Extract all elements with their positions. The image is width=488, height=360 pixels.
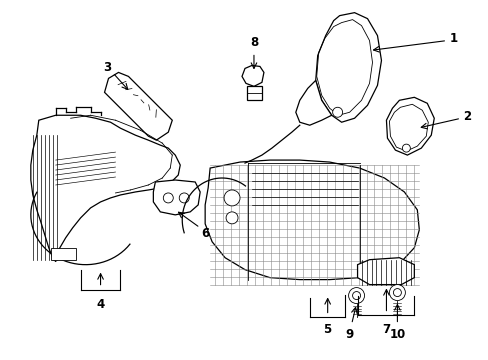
Polygon shape bbox=[295, 80, 331, 125]
Circle shape bbox=[225, 212, 238, 224]
Polygon shape bbox=[246, 86, 262, 100]
Polygon shape bbox=[31, 115, 180, 262]
Polygon shape bbox=[104, 72, 172, 140]
Text: 3: 3 bbox=[103, 61, 111, 74]
Circle shape bbox=[179, 193, 189, 203]
Circle shape bbox=[163, 193, 173, 203]
Polygon shape bbox=[153, 180, 200, 215]
Text: 1: 1 bbox=[449, 32, 457, 45]
Text: 7: 7 bbox=[382, 323, 390, 336]
Circle shape bbox=[224, 190, 240, 206]
Polygon shape bbox=[386, 97, 433, 155]
Text: 2: 2 bbox=[462, 110, 470, 123]
Polygon shape bbox=[242, 66, 264, 86]
Polygon shape bbox=[315, 13, 381, 122]
Text: 5: 5 bbox=[323, 323, 331, 336]
Circle shape bbox=[402, 144, 409, 152]
Polygon shape bbox=[357, 258, 413, 285]
Text: 10: 10 bbox=[388, 328, 405, 341]
Text: 9: 9 bbox=[345, 328, 353, 341]
Text: 8: 8 bbox=[249, 36, 258, 49]
Circle shape bbox=[348, 288, 364, 303]
Polygon shape bbox=[205, 160, 419, 280]
Polygon shape bbox=[51, 248, 76, 260]
Circle shape bbox=[332, 107, 342, 117]
Text: 4: 4 bbox=[96, 298, 104, 311]
Text: 6: 6 bbox=[201, 227, 209, 240]
Circle shape bbox=[388, 285, 405, 301]
